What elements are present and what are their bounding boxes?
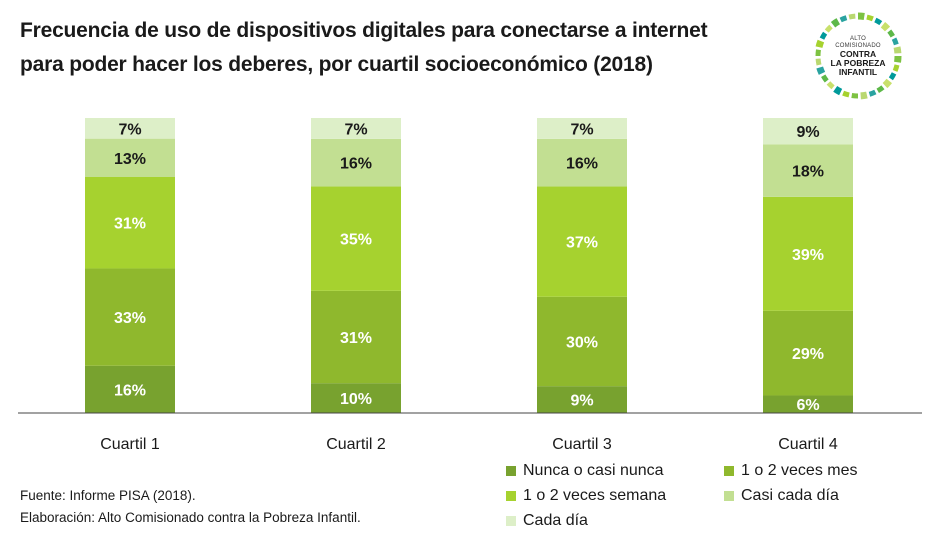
bar-segment xyxy=(85,177,175,269)
data-label: 29% xyxy=(792,346,824,363)
legend-item: 1 o 2 veces semana xyxy=(506,487,666,505)
legend-swatch xyxy=(724,466,734,476)
legend-item: 1 o 2 veces mes xyxy=(724,462,858,480)
bar-segment xyxy=(763,196,853,311)
data-label: 10% xyxy=(340,391,372,408)
source-note: Fuente: Informe PISA (2018). Elaboración… xyxy=(20,485,361,529)
bar-segment xyxy=(537,296,627,387)
logo-ring-segment xyxy=(893,46,902,54)
data-label: 7% xyxy=(344,121,367,138)
logo-ring-segment xyxy=(839,15,848,23)
data-label: 39% xyxy=(792,247,824,264)
bar-segment xyxy=(85,268,175,366)
logo-ring-segment xyxy=(888,72,897,81)
bar-segment xyxy=(763,310,853,396)
bar-segment xyxy=(85,118,175,139)
data-label: 18% xyxy=(792,164,824,181)
bar-segment xyxy=(85,138,175,177)
data-label: 7% xyxy=(118,121,141,138)
data-label: 16% xyxy=(114,382,146,399)
logo-ring-segment xyxy=(892,64,900,72)
bar-segment xyxy=(311,186,401,291)
data-label: 6% xyxy=(796,397,819,414)
logo-ring-segment xyxy=(821,74,829,83)
logo-ring-segment xyxy=(868,89,877,97)
alto-comisionado-logo: ALTO COMISIONADO CONTRA LA POBREZA INFAN… xyxy=(812,10,904,102)
x-tick-label: Cuartil 1 xyxy=(100,436,160,453)
logo-ring-icon xyxy=(815,12,902,100)
logo-ring-segment xyxy=(882,78,893,89)
logo-text-4: LA POBREZA xyxy=(830,57,886,68)
data-label: 35% xyxy=(340,232,372,249)
data-label: 9% xyxy=(796,124,819,141)
bar-segment xyxy=(537,138,627,187)
logo-ring-segment xyxy=(830,18,841,28)
bar-segment xyxy=(537,118,627,139)
bar-segment xyxy=(311,118,401,139)
bar-segment xyxy=(311,138,401,187)
legend-item: Nunca o casi nunca xyxy=(506,462,664,480)
x-tick-label: Cuartil 2 xyxy=(326,436,386,453)
data-label: 31% xyxy=(114,216,146,233)
credit-line: Elaboración: Alto Comisionado contra la … xyxy=(20,510,361,525)
legend-swatch xyxy=(724,491,734,501)
logo-ring-segment xyxy=(887,29,895,38)
chart-title-line-1: Frecuencia de uso de dispositivos digita… xyxy=(20,19,708,42)
logo-ring-segment xyxy=(815,58,822,66)
source-line: Fuente: Informe PISA (2018). xyxy=(20,488,196,503)
logo-ring-segment xyxy=(848,13,856,20)
chart-title-line-2: para poder hacer los deberes, por cuarti… xyxy=(20,53,653,76)
logo-text-5: INFANTIL xyxy=(838,66,878,77)
bar-segment xyxy=(763,118,853,145)
data-label: 9% xyxy=(570,393,593,410)
logo-text-2: COMISIONADO xyxy=(835,42,881,49)
logo-ring-segment xyxy=(874,17,883,26)
legend-label: 1 o 2 veces semana xyxy=(523,487,667,504)
logo-ring-segment xyxy=(826,81,835,90)
bar-segment xyxy=(311,383,401,413)
data-label: 37% xyxy=(566,235,598,252)
bar-segment xyxy=(763,144,853,197)
logo-ring-segment xyxy=(880,21,891,32)
x-tick-label: Cuartil 3 xyxy=(552,436,612,453)
data-label: 31% xyxy=(340,330,372,347)
logo-ring-segment xyxy=(842,90,850,98)
bar-segment xyxy=(763,395,853,413)
data-label: 13% xyxy=(114,151,146,168)
legend-label: Cada día xyxy=(523,512,588,529)
legend-label: Nunca o casi nunca xyxy=(523,462,664,479)
logo-ring-segment xyxy=(833,85,843,96)
logo-ring-segment xyxy=(816,66,826,75)
logo-ring-segment xyxy=(815,39,825,48)
logo-text-3: CONTRA xyxy=(839,48,877,59)
data-label: 33% xyxy=(114,310,146,327)
legend-item: Casi cada día xyxy=(724,487,839,505)
legend-label: Casi cada día xyxy=(741,487,839,504)
logo-ring-segment xyxy=(891,37,899,46)
logo-ring-segment xyxy=(860,91,868,100)
x-tick-label: Cuartil 4 xyxy=(778,436,838,453)
legend-swatch xyxy=(506,491,516,501)
bar-segment xyxy=(537,186,627,297)
data-label: 16% xyxy=(340,156,372,173)
data-label: 16% xyxy=(566,156,598,173)
data-label: 30% xyxy=(566,334,598,351)
logo-ring-segment xyxy=(824,24,833,33)
legend-swatch xyxy=(506,516,516,526)
legend-swatch xyxy=(506,466,516,476)
data-label: 7% xyxy=(570,121,593,138)
legend-label: 1 o 2 veces mes xyxy=(741,462,858,479)
bar-segment xyxy=(311,290,401,384)
bar-segment xyxy=(85,365,175,413)
chart-title: Frecuencia de uso de dispositivos digita… xyxy=(20,14,780,82)
logo-text-1: ALTO xyxy=(850,35,866,42)
logo-ring-segment xyxy=(876,85,885,93)
bar-segment xyxy=(537,386,627,413)
legend-item: Cada día xyxy=(506,512,588,530)
logo-ring-segment xyxy=(866,14,874,22)
logo-ring-segment xyxy=(819,31,828,40)
